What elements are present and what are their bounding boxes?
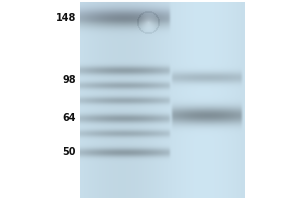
Text: 98: 98 bbox=[62, 75, 76, 85]
Text: 64: 64 bbox=[62, 113, 76, 123]
Text: 148: 148 bbox=[56, 13, 76, 23]
Text: 50: 50 bbox=[62, 147, 76, 157]
